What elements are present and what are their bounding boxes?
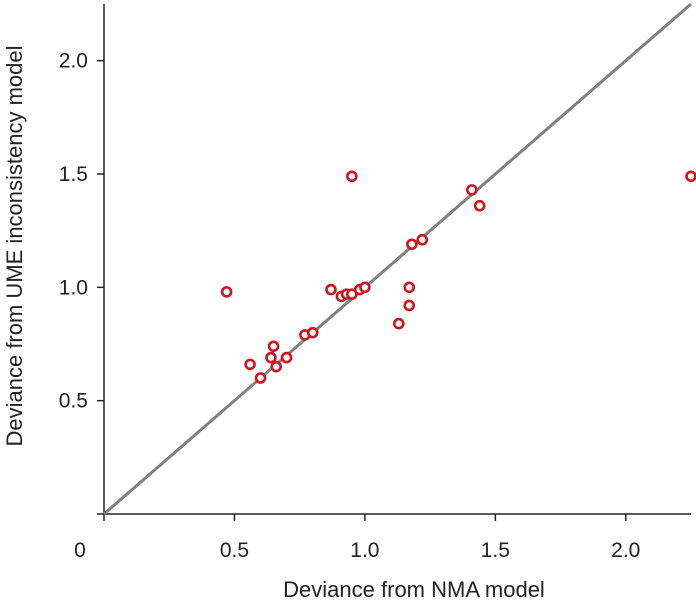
y-tick-label: 1.5 — [59, 163, 88, 186]
data-point — [416, 233, 429, 246]
x-tick-label: 1.0 — [350, 539, 379, 562]
origin-label: 0 — [74, 539, 86, 562]
data-point — [466, 184, 478, 196]
data-point — [325, 283, 337, 296]
x-axis-label: Deviance from NMA model — [283, 577, 545, 602]
data-point — [685, 170, 696, 183]
data-point — [359, 281, 371, 294]
data-point — [244, 358, 256, 371]
data-point — [265, 351, 277, 364]
data-point — [270, 360, 282, 373]
y-tick-label: 2.0 — [59, 50, 88, 73]
axes — [103, 4, 691, 515]
reference-line — [103, 2, 692, 516]
data-points — [220, 170, 696, 384]
data-point — [403, 281, 416, 294]
data-point — [403, 299, 416, 312]
data-point — [346, 170, 358, 183]
data-point — [306, 326, 319, 339]
data-point — [267, 340, 280, 353]
ticks: 0.5 1.0 1.5 2.0 0.5 1.0 1.5 2.0 — [59, 50, 641, 562]
y-axis-label: Deviance from UME inconsistency model — [2, 45, 27, 446]
y-tick-label: 1.0 — [59, 276, 88, 299]
x-tick-label: 2.0 — [611, 539, 640, 562]
data-point — [473, 199, 486, 212]
data-point — [393, 317, 405, 330]
data-point — [220, 286, 233, 298]
data-point — [280, 351, 293, 364]
data-point — [254, 372, 267, 384]
data-point — [406, 238, 418, 251]
y-tick-label: 0.5 — [59, 390, 88, 413]
x-tick-label: 0.5 — [220, 539, 249, 562]
x-tick-label: 1.5 — [481, 539, 510, 562]
